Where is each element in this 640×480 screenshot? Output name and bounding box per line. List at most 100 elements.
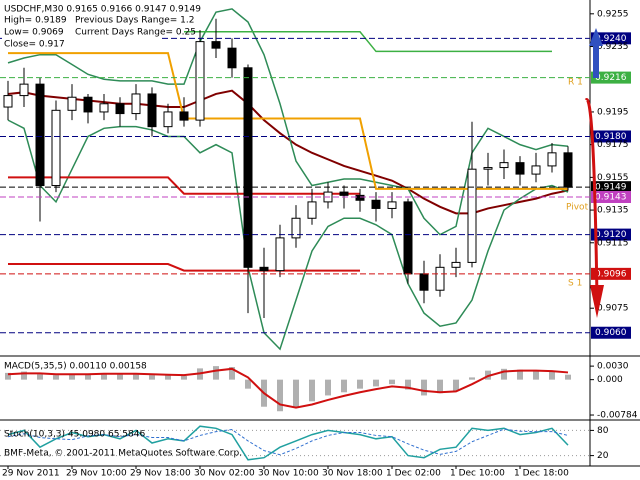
indicator-line [184, 31, 552, 53]
candle-body [451, 261, 461, 268]
x-tick-label: 29 Nov 2011 [2, 469, 60, 479]
level-label: 0.9149 [595, 183, 627, 193]
y-tick-label: 0.9195 [597, 107, 629, 117]
candle-body [435, 266, 445, 291]
indicator-line [7, 119, 569, 351]
histogram-bar [149, 375, 155, 380]
y-tick-label: 0.9255 [597, 9, 629, 19]
y-tick-label: 20 [597, 451, 609, 461]
candle-body [419, 273, 429, 291]
level-annotation: R 1 [568, 78, 583, 88]
level-box [591, 228, 631, 241]
histogram-bar [277, 379, 283, 412]
histogram-bar [85, 373, 91, 380]
candle-body [99, 103, 109, 113]
x-tick-label: 30 Nov 18:00 [322, 469, 383, 479]
candle-body [163, 111, 173, 128]
histogram-bar [453, 379, 459, 391]
up-arrow [589, 28, 603, 78]
histogram-bar [117, 374, 123, 380]
down-arrow-head [590, 285, 604, 318]
info: Close= 0.917 [4, 40, 65, 50]
level-label: 0.9060 [595, 328, 627, 338]
candle-body [131, 93, 141, 115]
x-tick-label: 1 Dec 18:00 [514, 469, 569, 479]
level-label: 0.9096 [595, 269, 627, 279]
candle-body [499, 162, 509, 169]
candle-body [467, 168, 477, 263]
histogram-bar [325, 379, 331, 396]
info: Current Days Range= 0.25 [75, 28, 196, 38]
down-arrow [584, 98, 599, 301]
candle-body [275, 237, 285, 272]
histogram-bar [133, 373, 139, 380]
indicator-line [7, 428, 569, 456]
x-tick-label: 30 Nov 02:00 [194, 469, 255, 479]
level-label: 0.9120 [595, 230, 627, 240]
info: Previous Days Range= 1.2 [75, 16, 194, 26]
candle-body [371, 199, 381, 209]
histogram-bar [437, 379, 443, 394]
y-tick-label: 0.9155 [597, 173, 629, 183]
histogram-bar [405, 379, 411, 390]
candle-body [339, 191, 349, 196]
histogram-bar [421, 379, 427, 396]
candle-body [3, 95, 13, 108]
histogram-bar [565, 374, 571, 380]
candle-body [403, 201, 413, 275]
candle-body [259, 266, 269, 272]
pane-title: Stoch(10,3,3) 45.0980 65.5846 [4, 430, 145, 440]
y-tick-label: 0.0030 [597, 362, 629, 372]
y-tick-label: 0.9175 [597, 140, 629, 150]
indicator-line [8, 263, 360, 272]
y-tick-label: 0.9115 [597, 238, 629, 248]
candle-body [483, 167, 493, 170]
histogram-bar [293, 379, 299, 408]
histogram-bar [517, 369, 523, 380]
y-tick-label: 0.000 [597, 375, 623, 385]
x-tick-label: 29 Nov 18:00 [130, 469, 191, 479]
candle-body [291, 217, 301, 239]
histogram-bar [53, 375, 59, 380]
candle-body [35, 83, 45, 187]
level-box [591, 267, 631, 280]
candle-body [355, 194, 365, 201]
y-tick-label: 0.9075 [597, 304, 629, 314]
y-tick-label: 80 [597, 426, 609, 436]
level-box [591, 71, 631, 84]
level-box [591, 190, 631, 203]
info-box [2, 3, 162, 48]
x-tick-label: 30 Nov 10:00 [258, 469, 319, 479]
candle-body [51, 109, 61, 187]
candle-body [547, 152, 557, 167]
histogram-bar [181, 376, 187, 380]
histogram-bar [165, 375, 171, 380]
candle-body [563, 152, 573, 188]
candle-body [211, 41, 221, 49]
histogram-bar [341, 379, 347, 393]
x-tick-label: 1 Dec 02:00 [386, 469, 441, 479]
indicator-line [7, 367, 569, 409]
y-tick-label: 0.9235 [597, 42, 629, 52]
candle-body [387, 201, 397, 209]
x-tick-label: 1 Dec 10:00 [450, 469, 505, 479]
histogram-bar [245, 379, 251, 389]
level-label: 0.9180 [595, 132, 627, 142]
histogram-bar [469, 377, 475, 380]
level-box [591, 181, 631, 194]
level-label: 0.9143 [595, 192, 627, 202]
histogram-bar [101, 373, 107, 380]
level-box [591, 326, 631, 339]
info: Low= 0.9069 [4, 28, 64, 38]
copyright: BMF-Meta, © 2001-2011 MetaQuotes Softwar… [4, 449, 242, 459]
histogram-bar [373, 379, 379, 387]
y-tick-label: -0.00784 [597, 411, 638, 421]
histogram-bar [229, 367, 235, 380]
level-annotation: Pivot [566, 203, 589, 213]
level-label: 0.9216 [595, 73, 627, 83]
candle-body [307, 201, 317, 219]
histogram-bar [21, 371, 27, 380]
candle-body [179, 111, 189, 121]
candle-body [531, 165, 541, 175]
